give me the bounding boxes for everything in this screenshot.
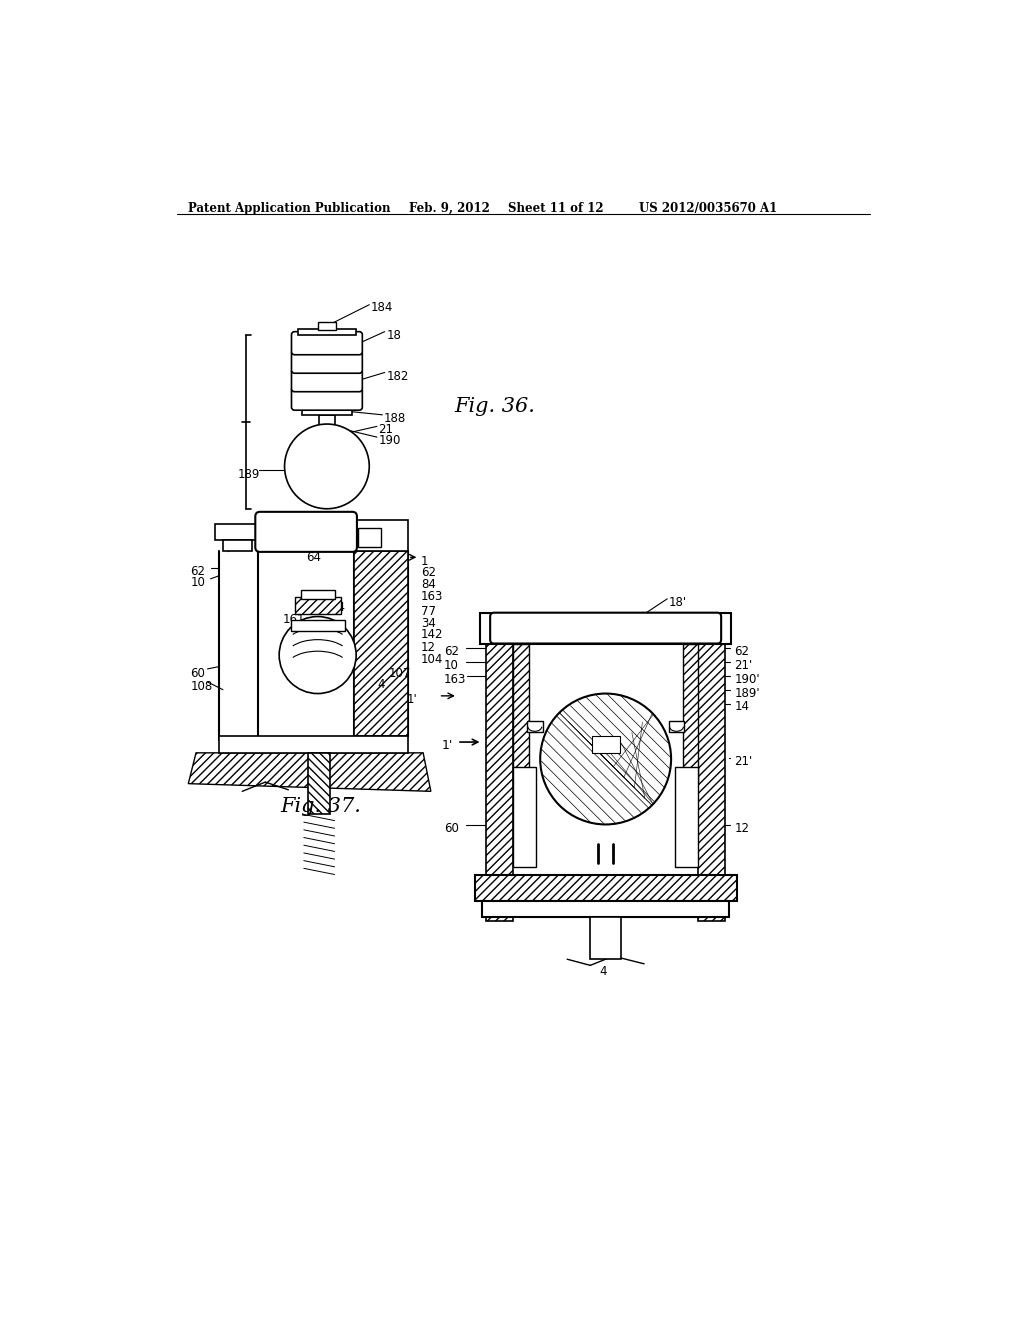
Bar xyxy=(291,620,345,631)
Text: 77: 77 xyxy=(421,605,436,618)
Text: 188: 188 xyxy=(384,412,407,425)
Bar xyxy=(513,644,528,781)
Circle shape xyxy=(285,424,370,508)
Text: 163: 163 xyxy=(444,673,466,686)
Text: 107: 107 xyxy=(388,667,411,680)
Bar xyxy=(513,767,537,867)
Bar xyxy=(486,644,513,921)
Bar xyxy=(223,540,252,552)
Bar xyxy=(219,737,408,752)
Text: 18': 18' xyxy=(669,595,687,609)
Text: Patent Application Publication: Patent Application Publication xyxy=(188,202,391,215)
Text: 189': 189' xyxy=(734,686,760,700)
Text: 190: 190 xyxy=(379,434,400,447)
Text: 62: 62 xyxy=(190,565,206,578)
Text: 34: 34 xyxy=(421,616,436,630)
Text: 104: 104 xyxy=(421,653,443,665)
Bar xyxy=(592,737,620,752)
Text: 142: 142 xyxy=(421,628,443,642)
Text: 21': 21' xyxy=(734,659,753,672)
Text: 184: 184 xyxy=(371,301,393,314)
Text: 163: 163 xyxy=(421,590,443,603)
Bar xyxy=(350,520,408,552)
Text: 4: 4 xyxy=(599,965,607,978)
Text: 108: 108 xyxy=(190,681,213,693)
Bar xyxy=(675,767,698,867)
Circle shape xyxy=(280,616,356,693)
Text: Fig. 36.: Fig. 36. xyxy=(454,397,535,416)
Text: Sheet 11 of 12: Sheet 11 of 12 xyxy=(508,202,603,215)
Text: 60: 60 xyxy=(190,667,206,680)
Text: 189: 189 xyxy=(238,469,260,480)
Bar xyxy=(354,552,408,737)
Circle shape xyxy=(541,693,671,825)
Text: 64: 64 xyxy=(306,552,322,564)
Bar xyxy=(302,409,351,414)
Text: Feb. 9, 2012: Feb. 9, 2012 xyxy=(410,202,490,215)
Bar xyxy=(590,917,621,960)
Text: 182: 182 xyxy=(386,370,409,383)
Bar xyxy=(308,752,330,814)
Text: 21': 21' xyxy=(734,755,753,768)
Text: 1': 1' xyxy=(441,739,453,752)
Text: 84: 84 xyxy=(421,578,436,591)
Bar xyxy=(482,902,729,917)
Bar xyxy=(317,322,336,330)
Bar xyxy=(301,590,335,599)
FancyBboxPatch shape xyxy=(490,612,721,644)
Text: 12: 12 xyxy=(421,642,436,655)
Polygon shape xyxy=(188,752,431,792)
Text: 1': 1' xyxy=(407,693,417,706)
Bar xyxy=(683,644,698,781)
Text: 12: 12 xyxy=(734,822,750,836)
Bar xyxy=(215,524,261,540)
Text: 161: 161 xyxy=(283,612,305,626)
Text: 84: 84 xyxy=(595,738,608,747)
Text: 62: 62 xyxy=(444,645,459,659)
Text: 190': 190' xyxy=(734,673,760,686)
Text: 66: 66 xyxy=(303,533,318,546)
Text: 62: 62 xyxy=(734,645,750,659)
Bar xyxy=(480,612,731,644)
Text: 1: 1 xyxy=(421,554,428,568)
FancyBboxPatch shape xyxy=(292,350,362,374)
Text: US 2012/0035670 A1: US 2012/0035670 A1 xyxy=(639,202,777,215)
Text: 18: 18 xyxy=(386,330,401,342)
Text: Fig. 37.: Fig. 37. xyxy=(281,797,361,817)
FancyBboxPatch shape xyxy=(292,368,362,392)
Text: 4: 4 xyxy=(377,678,384,692)
Text: 14: 14 xyxy=(734,701,750,714)
Text: 62: 62 xyxy=(421,566,436,579)
FancyBboxPatch shape xyxy=(292,387,362,411)
Text: 60: 60 xyxy=(444,822,459,836)
Bar xyxy=(527,721,543,733)
Text: 21: 21 xyxy=(379,424,393,437)
Bar xyxy=(357,528,381,548)
Bar xyxy=(698,644,725,921)
Bar xyxy=(298,329,356,335)
Text: 14: 14 xyxy=(331,601,346,614)
Text: 168: 168 xyxy=(315,620,338,634)
FancyBboxPatch shape xyxy=(255,512,357,552)
FancyBboxPatch shape xyxy=(292,331,362,355)
Text: 10: 10 xyxy=(444,659,459,672)
Bar xyxy=(295,597,341,614)
Bar xyxy=(669,721,684,733)
Text: 10: 10 xyxy=(190,576,206,589)
Bar xyxy=(475,874,736,902)
